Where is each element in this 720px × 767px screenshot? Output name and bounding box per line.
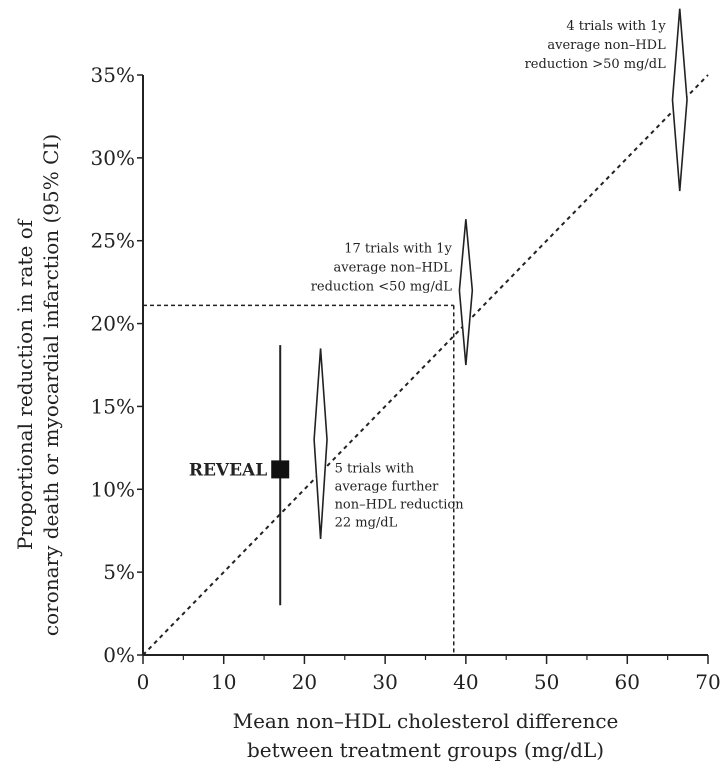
x-tick-label: 40 bbox=[453, 670, 478, 694]
trial-group-annotation: reduction >50 mg/dL bbox=[525, 57, 667, 72]
trial-group-annotation: average non–HDL bbox=[333, 260, 452, 275]
trial-group-annotation: 4 trials with 1y bbox=[566, 19, 666, 34]
trial-group-annotation: average further bbox=[335, 480, 440, 495]
labels: 5 trials with average further non–HDL redu… bbox=[13, 19, 666, 762]
trial-group-diamond bbox=[458, 219, 474, 366]
reveal-point bbox=[271, 460, 290, 479]
trial-group-diamond bbox=[313, 348, 328, 540]
x-tick-label: 0 bbox=[137, 670, 150, 694]
reference-lines bbox=[142, 74, 709, 656]
trial-group-annotation: average non–HDL bbox=[547, 38, 666, 53]
y-tick-label: 30% bbox=[91, 146, 135, 170]
x-axis-title: Mean non–HDL cholesterol difference bbox=[233, 709, 619, 733]
x-tick-label: 50 bbox=[534, 670, 559, 694]
y-tick-label: 25% bbox=[91, 229, 135, 253]
trial-group-annotation: non–HDL reduction bbox=[335, 498, 465, 513]
y-tick-label: 35% bbox=[91, 63, 135, 87]
ticks: 0% 5% 10% 15% 20% 25% 30% 35% 0 10 20 30 40 50 60 70 bbox=[91, 63, 720, 694]
trial-group-annotation: reduction <50 mg/dL bbox=[311, 279, 453, 294]
y-tick-label: 0% bbox=[103, 643, 135, 667]
x-tick-label: 30 bbox=[372, 670, 397, 694]
trial-group-annotation: 22 mg/dL bbox=[335, 516, 398, 531]
x-tick-label: 60 bbox=[615, 670, 640, 694]
x-axis-title: between treatment groups (mg/dL) bbox=[247, 738, 604, 762]
reveal-label: REVEAL bbox=[189, 460, 267, 480]
y-tick-label: 15% bbox=[91, 394, 135, 418]
y-tick-label: 20% bbox=[91, 312, 135, 336]
y-tick-label: 5% bbox=[103, 560, 135, 584]
x-tick-label: 10 bbox=[211, 670, 236, 694]
trial-group-annotation: 5 trials with bbox=[335, 462, 415, 477]
marks bbox=[271, 8, 688, 606]
regression-line bbox=[142, 74, 709, 656]
x-tick-label: 20 bbox=[292, 670, 317, 694]
trial-group-annotation: 17 trials with 1y bbox=[344, 241, 452, 256]
trial-group-diamond bbox=[671, 8, 688, 192]
y-tick-label: 10% bbox=[91, 477, 135, 501]
y-axis-title: coronary death or myocardial infarction … bbox=[39, 134, 63, 636]
y-axis-title: Proportional reduction in rate of bbox=[13, 218, 37, 550]
x-tick-label: 70 bbox=[695, 670, 720, 694]
